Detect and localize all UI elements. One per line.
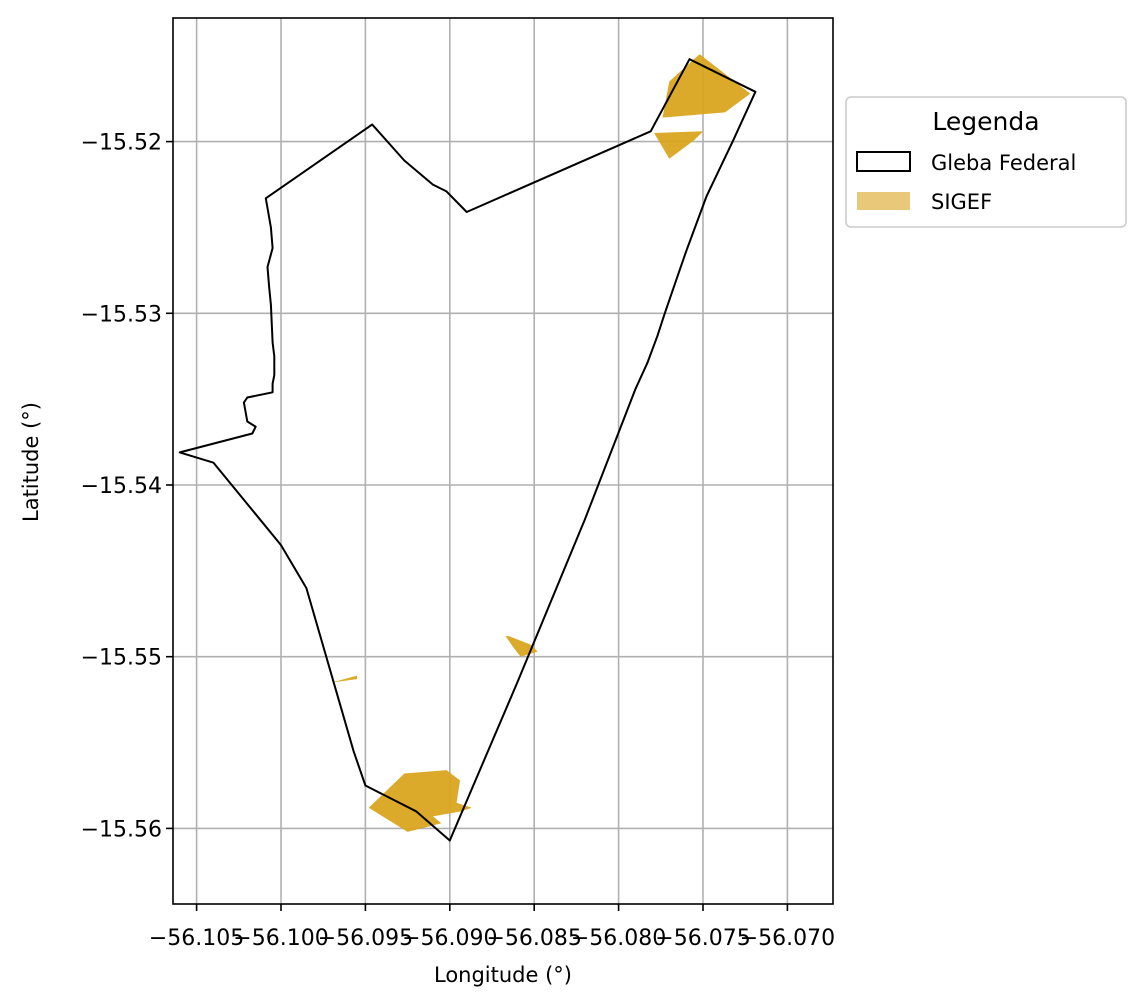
x-axis-ticks: −56.105−56.100−56.095−56.090−56.085−56.0… [149,904,835,951]
plot-frame [172,17,834,905]
map-layers [178,54,757,842]
sigef-polygon [331,675,357,683]
sigef-polygon [368,770,472,832]
x-tick-label: −56.080 [571,926,666,951]
grid-lines [173,18,833,904]
y-tick-label: −15.55 [81,646,162,671]
x-tick-label: −56.095 [318,926,413,951]
x-tick-label: −56.075 [655,926,750,951]
y-tick-label: −15.53 [81,302,162,327]
legend: Legenda Gleba Federal SIGEF [845,96,1127,228]
sigef-polygon [654,131,703,159]
y-axis-ticks: −15.52 −15.53 −15.54 −15.55 −15.56 [81,131,173,842]
y-axis-label: Latitude (°) [19,402,43,522]
y-tick-label: −15.52 [81,131,162,156]
y-tick-label: −15.56 [81,817,162,842]
legend-swatch-sigef [857,192,910,210]
legend-frame [845,96,1127,228]
legend-title: Legenda [932,107,1039,136]
x-tick-label: −56.085 [486,926,581,951]
x-tick-label: −56.070 [740,926,835,951]
x-tick-label: −56.100 [233,926,328,951]
x-tick-label: −56.105 [149,926,244,951]
gleba-federal-polygon [178,58,757,842]
legend-swatch-gleba-federal [856,151,911,172]
x-tick-label: −56.090 [402,926,497,951]
y-tick-label: −15.54 [81,474,162,499]
x-axis-label: Longitude (°) [434,963,572,987]
legend-label-gleba-federal: Gleba Federal [931,151,1076,175]
legend-label-sigef: SIGEF [931,190,992,214]
